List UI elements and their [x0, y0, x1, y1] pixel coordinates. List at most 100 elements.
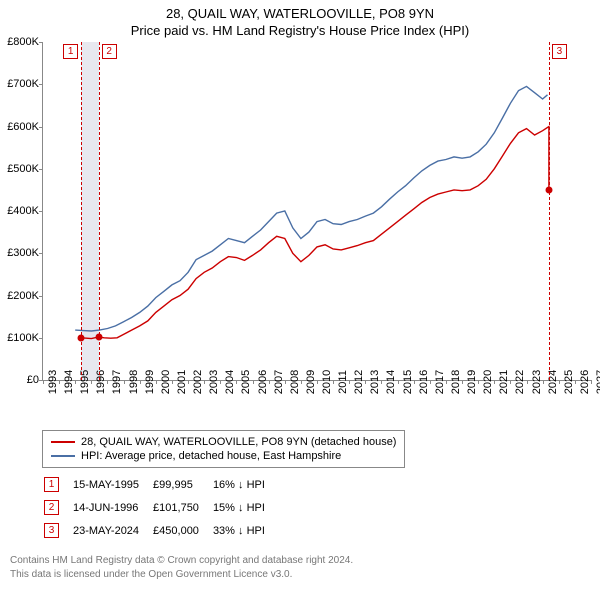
- x-tick: [494, 380, 495, 384]
- event-date: 23-MAY-2024: [73, 520, 151, 541]
- legend-swatch-red: [51, 441, 75, 443]
- x-axis-label: 2026: [579, 370, 591, 394]
- event-price: £450,000: [153, 520, 211, 541]
- x-axis-label: 2002: [192, 370, 204, 394]
- x-tick: [285, 380, 286, 384]
- x-tick: [349, 380, 350, 384]
- chart-subtitle: Price paid vs. HM Land Registry's House …: [0, 21, 600, 42]
- x-tick: [381, 380, 382, 384]
- x-axis-label: 1999: [144, 370, 156, 394]
- event-diff: 15% ↓ HPI: [213, 497, 277, 518]
- y-axis-label: £300K: [0, 247, 39, 259]
- x-tick: [317, 380, 318, 384]
- x-tick: [140, 380, 141, 384]
- events-table: 115-MAY-1995£99,99516% ↓ HPI214-JUN-1996…: [42, 472, 279, 543]
- y-tick: [39, 42, 43, 43]
- y-tick: [39, 211, 43, 212]
- x-tick: [591, 380, 592, 384]
- x-tick: [107, 380, 108, 384]
- x-axis-label: 2014: [385, 370, 397, 394]
- x-axis-label: 2016: [418, 370, 430, 394]
- series-line: [75, 86, 547, 331]
- x-axis-label: 2015: [402, 370, 414, 394]
- x-tick: [414, 380, 415, 384]
- x-axis-label: 1997: [111, 370, 123, 394]
- x-tick: [91, 380, 92, 384]
- y-tick: [39, 127, 43, 128]
- x-axis-label: 2020: [482, 370, 494, 394]
- y-axis-label: £200K: [0, 290, 39, 302]
- x-tick: [301, 380, 302, 384]
- x-tick: [204, 380, 205, 384]
- x-axis-label: 2012: [353, 370, 365, 394]
- event-marker-1: 1: [63, 44, 78, 59]
- x-tick: [269, 380, 270, 384]
- x-tick: [510, 380, 511, 384]
- x-axis-label: 2011: [337, 370, 349, 394]
- series-line: [81, 127, 549, 339]
- event-dash-line: [81, 42, 82, 380]
- y-axis-label: £400K: [0, 205, 39, 217]
- legend-swatch-blue: [51, 455, 75, 457]
- x-axis-label: 2006: [257, 370, 269, 394]
- x-axis-label: 2005: [240, 370, 252, 394]
- x-axis-label: 2001: [176, 370, 188, 394]
- y-tick: [39, 253, 43, 254]
- x-tick: [59, 380, 60, 384]
- y-axis-label: £500K: [0, 163, 39, 175]
- event-marker-2: 2: [102, 44, 117, 59]
- x-axis-label: 1993: [47, 370, 59, 394]
- x-axis-label: 2010: [321, 370, 333, 394]
- data-point: [78, 334, 85, 341]
- x-tick: [333, 380, 334, 384]
- x-tick: [156, 380, 157, 384]
- y-axis-label: £800K: [0, 36, 39, 48]
- x-tick: [430, 380, 431, 384]
- x-tick: [236, 380, 237, 384]
- x-tick: [478, 380, 479, 384]
- event-diff: 16% ↓ HPI: [213, 474, 277, 495]
- x-axis-label: 2003: [208, 370, 220, 394]
- x-axis-label: 2017: [434, 370, 446, 394]
- x-axis-label: 1994: [63, 370, 75, 394]
- y-axis-label: £0: [0, 374, 39, 386]
- x-axis-label: 2019: [466, 370, 478, 394]
- legend-label: HPI: Average price, detached house, East…: [81, 450, 341, 462]
- x-axis-label: 2023: [531, 370, 543, 394]
- event-marker-3: 3: [552, 44, 567, 59]
- x-axis-label: 2027: [595, 370, 600, 394]
- legend-label: 28, QUAIL WAY, WATERLOOVILLE, PO8 9YN (d…: [81, 436, 396, 448]
- event-row: 214-JUN-1996£101,75015% ↓ HPI: [44, 497, 277, 518]
- y-tick: [39, 169, 43, 170]
- event-date: 15-MAY-1995: [73, 474, 151, 495]
- event-dash-line: [549, 42, 550, 380]
- event-date: 14-JUN-1996: [73, 497, 151, 518]
- chart-lines: [43, 42, 591, 380]
- event-dash-line: [99, 42, 100, 380]
- x-tick: [124, 380, 125, 384]
- footer-line: This data is licensed under the Open Gov…: [10, 568, 353, 582]
- x-tick: [462, 380, 463, 384]
- event-row: 3 23-MAY-2024£450,00033% ↓ HPI: [44, 520, 277, 541]
- x-axis-label: 2022: [514, 370, 526, 394]
- x-tick: [253, 380, 254, 384]
- x-tick: [446, 380, 447, 384]
- x-tick: [43, 380, 44, 384]
- y-axis-label: £600K: [0, 121, 39, 133]
- x-axis-label: 2025: [563, 370, 575, 394]
- x-axis-label: 2000: [160, 370, 172, 394]
- footer-line: Contains HM Land Registry data © Crown c…: [10, 554, 353, 568]
- x-axis-label: 1998: [128, 370, 140, 394]
- event-marker-icon: 1: [44, 477, 59, 492]
- x-tick: [365, 380, 366, 384]
- x-axis-label: 1996: [95, 370, 107, 394]
- chart-title: 28, QUAIL WAY, WATERLOOVILLE, PO8 9YN: [0, 0, 600, 21]
- x-tick: [220, 380, 221, 384]
- event-diff: 33% ↓ HPI: [213, 520, 277, 541]
- y-axis-label: £700K: [0, 78, 39, 90]
- chart-container: 28, QUAIL WAY, WATERLOOVILLE, PO8 9YN Pr…: [0, 0, 600, 590]
- legend-item: HPI: Average price, detached house, East…: [51, 449, 396, 463]
- event-marker-icon: 3: [44, 523, 59, 538]
- event-price: £101,750: [153, 497, 211, 518]
- x-axis-label: 2007: [273, 370, 285, 394]
